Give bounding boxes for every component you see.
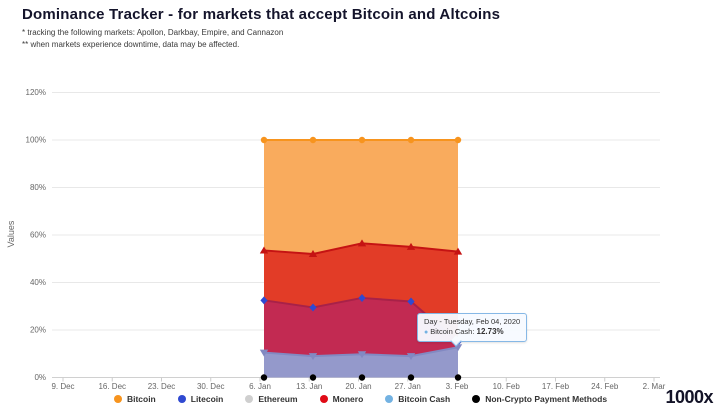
non-crypto-payment-methods-legend-dot-icon (472, 395, 481, 403)
marker-bitcoin[interactable] (309, 136, 317, 144)
marker-litecoin[interactable] (260, 296, 268, 305)
marker-non-crypto-payment-methods[interactable] (358, 374, 366, 381)
y-tick-label: 120% (26, 88, 46, 97)
legend-item-ethereum[interactable]: Ethereum (245, 394, 298, 404)
legend-label: Monero (332, 394, 364, 404)
legend-label: Non-Crypto Payment Methods (485, 394, 608, 404)
tooltip-series-name: Bitcoin Cash: (430, 327, 475, 336)
marker-bitcoin-cash[interactable] (308, 353, 318, 361)
y-tick-label: 60% (30, 231, 46, 240)
x-tick-label: 3. Feb (446, 382, 469, 391)
legend-label: Litecoin (190, 394, 224, 404)
tooltip-value-line: ● Bitcoin Cash: 12.73% (424, 327, 520, 338)
x-tick-label: 30. Dec (197, 382, 225, 391)
chart-tooltip: Day - Tuesday, Feb 04, 2020 ● Bitcoin Cas… (417, 313, 528, 347)
marker-litecoin[interactable] (358, 293, 366, 302)
marker-bitcoin[interactable] (454, 136, 462, 144)
x-tick-label: 24. Feb (591, 382, 619, 391)
series-bullet-icon: ● (424, 329, 429, 336)
legend-item-bitcoin-cash[interactable]: Bitcoin Cash (385, 394, 450, 404)
chart-header: Dominance Tracker - for markets that acc… (22, 6, 500, 49)
marker-bitcoin[interactable] (358, 136, 366, 144)
marker-non-crypto-payment-methods[interactable] (260, 374, 268, 381)
legend-label: Bitcoin Cash (398, 394, 451, 404)
marker-litecoin[interactable] (407, 297, 415, 306)
marker-bitcoin-cash[interactable] (357, 351, 367, 359)
y-tick-label: 80% (30, 183, 46, 192)
marker-bitcoin[interactable] (407, 136, 415, 144)
x-tick-label: 2. Mar (643, 382, 666, 391)
bitcoin-cash-legend-dot-icon (385, 395, 394, 403)
y-tick-label: 0% (34, 373, 46, 382)
litecoin-legend-dot-icon (177, 395, 186, 403)
marker-non-crypto-payment-methods[interactable] (309, 374, 317, 381)
x-tick-label: 20. Jan (345, 382, 371, 391)
y-tick-label: 20% (30, 326, 46, 335)
tooltip-value: 12.73% (476, 327, 504, 336)
x-tick-label: 17. Feb (542, 382, 570, 391)
y-tick-label: 40% (30, 278, 46, 287)
page-title: Dominance Tracker - for markets that acc… (22, 6, 501, 23)
legend-item-non-crypto-payment-methods[interactable]: Non-Crypto Payment Methods (472, 394, 607, 404)
marker-monero[interactable] (357, 239, 367, 247)
x-tick-label: 27. Jan (395, 382, 421, 391)
legend-label: Bitcoin (126, 394, 156, 404)
marker-monero[interactable] (259, 246, 269, 254)
bitcoin-legend-dot-icon (113, 395, 122, 403)
legend-item-monero[interactable]: Monero (319, 394, 364, 404)
x-tick-label: 9. Dec (51, 382, 74, 391)
legend-item-litecoin[interactable]: Litecoin (177, 394, 224, 404)
downtime-note: ** when markets experience downtime, dat… (22, 40, 240, 49)
legend-item-bitcoin[interactable]: Bitcoin (113, 394, 156, 404)
marker-non-crypto-payment-methods[interactable] (454, 374, 462, 381)
tooltip-date: Day - Tuesday, Feb 04, 2020 (424, 317, 521, 326)
ethereum-legend-dot-icon (245, 395, 254, 403)
marker-litecoin[interactable] (309, 303, 317, 312)
area-band-bitcoin-cash[interactable] (264, 347, 458, 378)
marker-monero[interactable] (453, 247, 463, 255)
x-tick-label: 23. Dec (148, 382, 176, 391)
x-tick-label: 13. Jan (296, 382, 322, 391)
marker-bitcoin-cash[interactable] (259, 349, 269, 357)
marker-non-crypto-payment-methods[interactable] (407, 374, 415, 381)
y-tick-label: 100% (26, 136, 46, 145)
marker-bitcoin[interactable] (260, 136, 268, 144)
marker-monero[interactable] (308, 250, 318, 257)
marker-bitcoin-cash[interactable] (406, 353, 416, 361)
markets-note: * tracking the following markets: Apollo… (22, 28, 284, 37)
monero-legend-dot-icon (319, 395, 328, 403)
x-tick-label: 10. Feb (493, 382, 521, 391)
y-axis-title: Values (6, 220, 16, 247)
legend-label: Ethereum (258, 394, 298, 404)
x-tick-label: 16. Dec (98, 382, 126, 391)
marker-monero[interactable] (406, 242, 416, 250)
legend: Bitcoin Litecoin Ethereum Monero Bitcoin Cas… (0, 394, 721, 404)
x-tick-label: 6. Jan (249, 382, 271, 391)
logo-1000x: 1000x (665, 387, 713, 407)
